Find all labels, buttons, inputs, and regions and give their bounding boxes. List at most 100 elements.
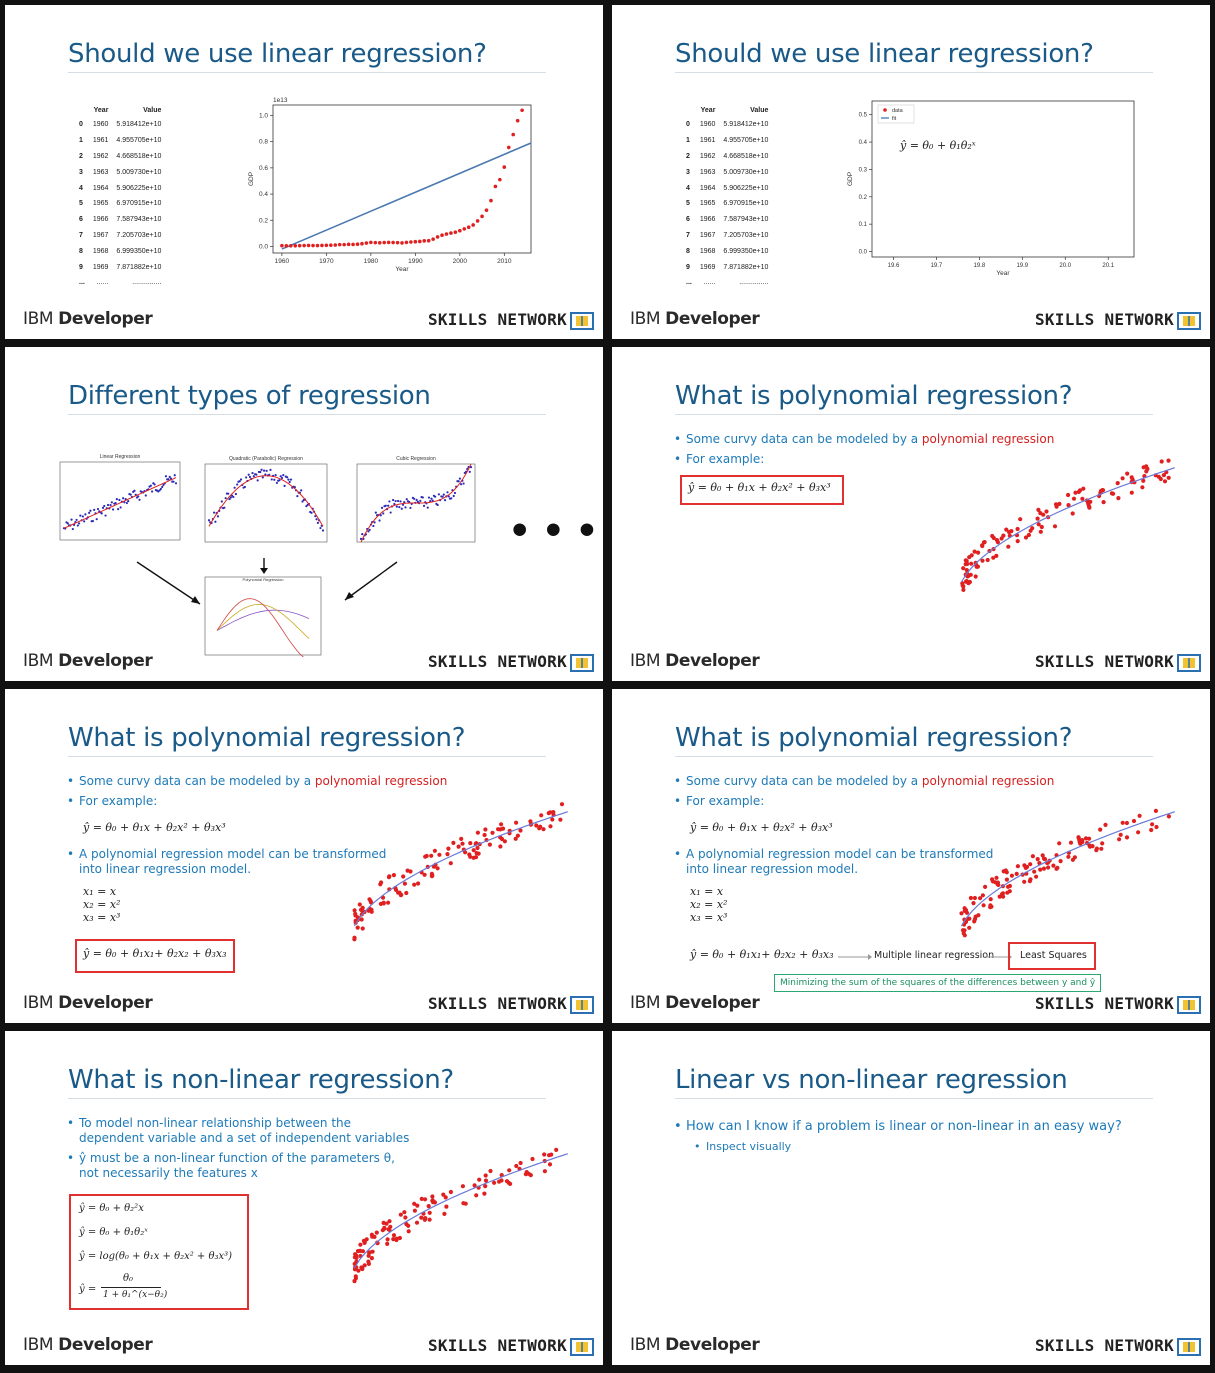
- data-point: [967, 925, 972, 930]
- gdp-table: Year Value 0 1960 5.918412e+10 1 1961 4.955705…: [682, 103, 772, 291]
- x-tick-label: 20.0: [1059, 263, 1071, 269]
- data-point: [352, 908, 357, 913]
- table-header-cell: [75, 103, 89, 117]
- x-tick-label: 1960: [275, 258, 290, 265]
- least-squares-note: Minimizing the sum of the squares of the…: [774, 974, 1102, 992]
- year-cell: 1966: [699, 216, 716, 224]
- data-point: [965, 561, 970, 566]
- subplot-point: [207, 519, 211, 522]
- subplot-point: [413, 497, 416, 500]
- ibm-text: IBM: [630, 651, 661, 671]
- table-row: 0 1960 5.918412e+10: [682, 117, 772, 133]
- slide-regression-types[interactable]: Different types of regression Linear Reg…: [5, 347, 603, 681]
- data-point: [409, 240, 413, 244]
- table-body: 0 1960 5.918412e+10 1 1961 4.955705e+10 2 1962 4…: [682, 117, 772, 291]
- data-point: [1144, 469, 1149, 474]
- subplot-point: [380, 506, 384, 509]
- y-axis-label: GDP: [847, 172, 854, 186]
- data-point: [367, 897, 372, 902]
- subplot-point: [220, 500, 223, 503]
- bullet-item: For example:: [674, 452, 1054, 467]
- data-point: [1116, 496, 1121, 501]
- slide-title: What is polynomial regression?: [675, 381, 1073, 411]
- data-point: [1087, 843, 1092, 848]
- ibm-developer-logo: IBM Developer: [23, 1335, 153, 1355]
- table-row: 8 1968 6.999350e+10: [682, 243, 772, 259]
- data-point: [369, 909, 374, 914]
- subplot-point: [434, 495, 437, 498]
- year-cell: 1967: [92, 231, 109, 239]
- sub-bullet-item: Inspect visually: [694, 1139, 1122, 1154]
- data-point: [1100, 488, 1105, 493]
- subplot-point: [394, 499, 397, 503]
- slide-linear-vs-nonlinear[interactable]: Linear vs non-linear regression How can …: [612, 1031, 1210, 1365]
- subplot-point: [71, 527, 74, 531]
- subplot-point: [111, 508, 115, 511]
- value-cell: 5.906225e+10: [116, 184, 162, 192]
- table-row: 0 1960 5.918412e+10: [75, 117, 165, 133]
- bullet-list: Some curvy data can be modeled by a poly…: [67, 774, 447, 814]
- data-point: [1159, 459, 1164, 464]
- data-point: [374, 1230, 379, 1235]
- subplot-frame: [204, 576, 322, 656]
- subplot-point: [174, 482, 178, 485]
- data-point: [1005, 890, 1010, 895]
- data-point: [1083, 836, 1089, 841]
- subplot-point: [228, 497, 231, 501]
- subplot-point: [395, 505, 398, 508]
- data-point: [971, 901, 976, 906]
- data-point: [1120, 476, 1125, 481]
- data-point: [366, 1259, 371, 1264]
- data-point: [1001, 869, 1006, 874]
- data-point: [482, 832, 487, 838]
- least-squares-label: Least Squares: [1020, 950, 1087, 961]
- data-point: [961, 587, 966, 592]
- table-row: 1 1961 4.955705e+10: [75, 133, 165, 149]
- slide-polynomial-1[interactable]: What is polynomial regression? Some curv…: [612, 347, 1210, 681]
- data-point: [1109, 491, 1114, 496]
- regression-types-figure: Linear Regression Quadratic (Parabolic) R…: [59, 454, 476, 657]
- subplot-point: [137, 495, 140, 498]
- legend-fit-label: fit: [892, 116, 897, 122]
- subplot-point: [256, 479, 259, 482]
- nonlinear-eq-4-denominator: 1 + θ₁^(x−θ₂): [103, 1290, 168, 1300]
- data-point: [507, 1168, 512, 1173]
- slide-nonlinear[interactable]: What is non-linear regression? To model …: [5, 1031, 603, 1365]
- y-tick-label: 0.2: [259, 217, 268, 224]
- data-point: [488, 1168, 493, 1174]
- data-point: [391, 1233, 397, 1238]
- data-point: [1120, 820, 1125, 825]
- subplot-point: [442, 493, 445, 496]
- x-tick-label: 19.6: [888, 263, 900, 269]
- data-point: [967, 579, 972, 585]
- subplot-point: [273, 478, 276, 481]
- data-point: [391, 240, 395, 245]
- skills-network-text: SKILLS NETWORK: [427, 994, 567, 1013]
- data-point: [1022, 879, 1027, 884]
- slide-polynomial-3[interactable]: What is polynomial regression? Some curv…: [612, 689, 1210, 1023]
- bullet-item: Some curvy data can be modeled by a poly…: [67, 774, 447, 789]
- slide-linear-question-1[interactable]: Should we use linear regression? Year Val…: [5, 5, 603, 339]
- ibm-text: IBM: [23, 1335, 54, 1355]
- skills-network-icon: [570, 1338, 594, 1356]
- data-point: [456, 844, 461, 849]
- slide-linear-question-2[interactable]: Should we use linear regression? Year Val…: [612, 5, 1210, 339]
- highlight-text: polynomial regression: [314, 774, 448, 788]
- subplot-point: [399, 500, 402, 503]
- subplot-point: [100, 512, 103, 515]
- subplot-point: [314, 515, 317, 518]
- x2-definition: x₂ = x²: [83, 898, 121, 911]
- equation-box: [75, 939, 235, 973]
- value-cell: ...............: [739, 279, 769, 287]
- table-header-cell: Value: [750, 106, 769, 114]
- slide-polynomial-2[interactable]: What is polynomial regression? Some curv…: [5, 689, 603, 1023]
- data-point: [506, 145, 511, 150]
- bullet-text: Some curvy data can be modeled by a: [686, 432, 922, 446]
- bullet-item: ŷ must be a non-linear function of the p…: [67, 1151, 417, 1181]
- data-point: [1131, 818, 1137, 824]
- subplot-point: [429, 500, 432, 503]
- data-point: [972, 917, 978, 922]
- subplot-point: [450, 497, 453, 500]
- subplot-point: [426, 506, 429, 509]
- skills-network-icon: [1177, 1338, 1201, 1356]
